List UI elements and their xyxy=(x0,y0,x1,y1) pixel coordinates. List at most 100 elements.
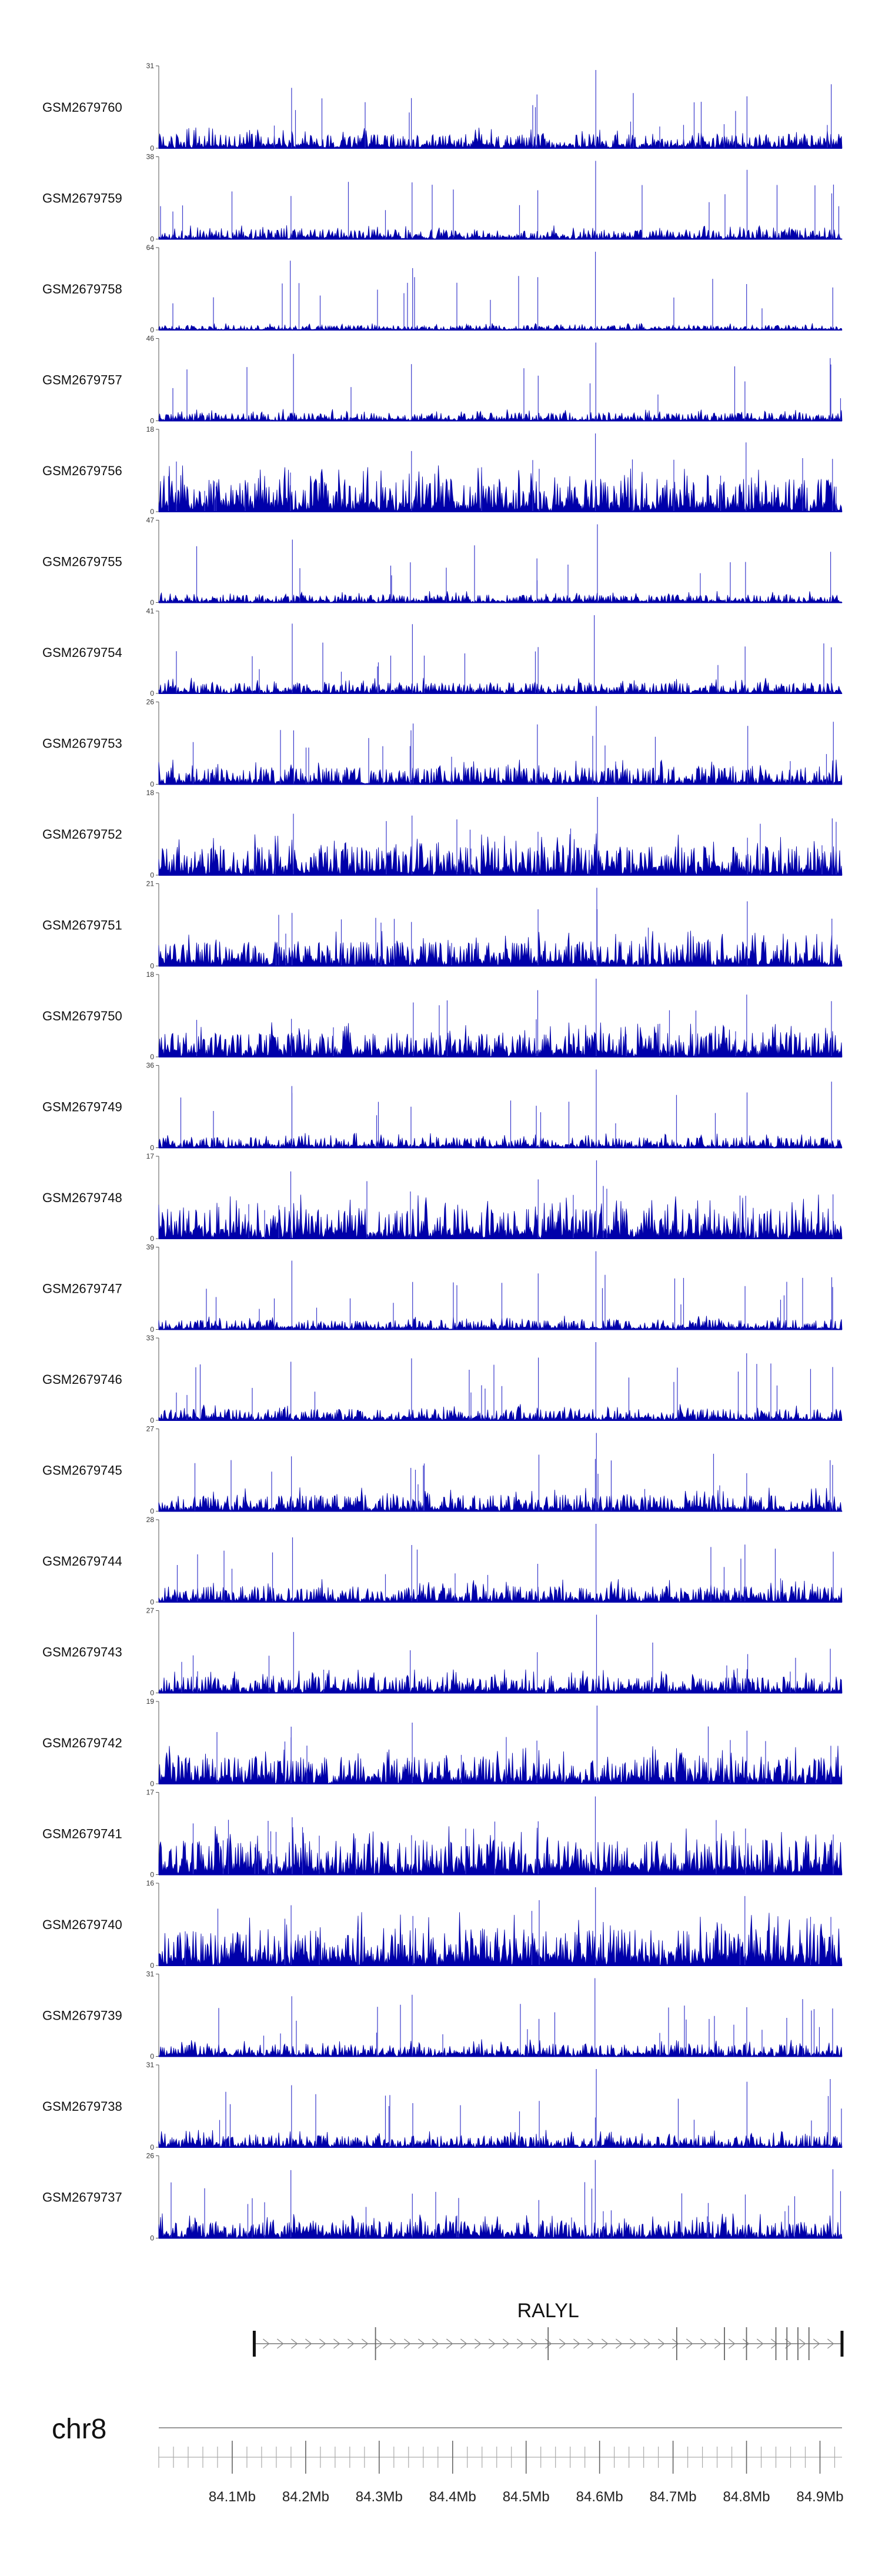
track-GSM2679750: GSM2679750 18 0 xyxy=(42,970,843,1061)
gene-label: RALYL xyxy=(517,2300,579,2322)
coverage-peaks xyxy=(185,1887,831,1966)
coverage-peaks xyxy=(160,161,840,239)
track-label: GSM2679745 xyxy=(42,1463,122,1478)
axis-tick-label: 84.4Mb xyxy=(429,2489,476,2505)
y-min-label: 0 xyxy=(150,144,154,152)
track-label: GSM2679757 xyxy=(42,373,122,388)
strand-arrows xyxy=(263,2338,834,2349)
y-min-label: 0 xyxy=(150,508,154,516)
axis-tick-label: 84.2Mb xyxy=(282,2489,329,2505)
coverage-area xyxy=(158,409,843,422)
coverage-area xyxy=(158,2130,843,2148)
y-max-label: 26 xyxy=(146,698,155,706)
coverage-area xyxy=(158,465,843,513)
coverage-peaks xyxy=(206,1251,833,1330)
coverage-area xyxy=(158,833,843,876)
y-max-label: 38 xyxy=(146,153,155,161)
coverage-peaks xyxy=(218,1978,833,2057)
y-max-label: 31 xyxy=(146,2061,155,2069)
coverage-peaks xyxy=(181,1614,831,1693)
axis-tick-label: 84.5Mb xyxy=(503,2489,550,2505)
coverage-peaks xyxy=(172,252,833,330)
track-label: GSM2679751 xyxy=(42,918,122,933)
coverage-peaks xyxy=(176,615,832,693)
y-max-label: 26 xyxy=(146,2152,155,2160)
y-min-label: 0 xyxy=(150,235,154,243)
y-min-label: 0 xyxy=(150,1234,154,1243)
y-min-label: 0 xyxy=(150,1507,154,1516)
axis-tick-label: 84.6Mb xyxy=(576,2489,623,2505)
y-max-label: 36 xyxy=(146,1062,155,1070)
coverage-peaks xyxy=(196,524,831,603)
track-label: GSM2679744 xyxy=(42,1554,122,1569)
axis-tick-label: 84.8Mb xyxy=(723,2489,770,2505)
y-max-label: 17 xyxy=(146,1152,155,1160)
track-label: GSM2679750 xyxy=(42,1009,122,1023)
coverage-peaks xyxy=(254,797,837,875)
axis-tick-label: 84.9Mb xyxy=(796,2489,843,2505)
y-max-label: 18 xyxy=(146,789,155,797)
track-GSM2679755: GSM2679755 47 0 xyxy=(42,516,843,607)
track-GSM2679752: GSM2679752 18 0 xyxy=(42,789,843,879)
y-min-label: 0 xyxy=(150,326,154,334)
track-GSM2679749: GSM2679749 36 0 xyxy=(42,1062,843,1152)
y-min-label: 0 xyxy=(150,1598,154,1606)
coverage-area xyxy=(158,225,843,240)
coverage-peaks xyxy=(176,1524,834,1602)
y-max-label: 27 xyxy=(146,1425,155,1433)
track-label: GSM2679739 xyxy=(42,2008,122,2023)
track-label: GSM2679748 xyxy=(42,1190,122,1205)
track-label: GSM2679746 xyxy=(42,1372,122,1387)
y-max-label: 47 xyxy=(146,516,155,525)
track-GSM2679751: GSM2679751 21 0 xyxy=(42,880,843,970)
track-GSM2679738: GSM2679738 31 0 xyxy=(42,2061,843,2151)
axis-tick-label: 84.7Mb xyxy=(650,2489,697,2505)
coverage-area xyxy=(158,1133,843,1149)
track-label: GSM2679741 xyxy=(42,1827,122,1841)
track-GSM2679760: GSM2679760 31 0 xyxy=(42,62,843,152)
coverage-area xyxy=(158,1912,843,1967)
track-GSM2679757: GSM2679757 46 0 xyxy=(42,335,843,425)
coverage-area xyxy=(158,1022,843,1058)
y-max-label: 64 xyxy=(146,243,155,252)
y-max-label: 28 xyxy=(146,1516,155,1524)
track-label: GSM2679740 xyxy=(42,1917,122,1932)
y-min-label: 0 xyxy=(150,1144,154,1152)
track-label: GSM2679742 xyxy=(42,1736,122,1750)
track-label: GSM2679747 xyxy=(42,1282,122,1296)
y-min-label: 0 xyxy=(150,417,154,425)
coverage-peaks xyxy=(248,1160,834,1239)
axis-tick-label: 84.1Mb xyxy=(209,2489,256,2505)
y-max-label: 17 xyxy=(146,1788,155,1797)
y-max-label: 18 xyxy=(146,970,155,979)
track-GSM2679742: GSM2679742 19 0 xyxy=(42,1697,843,1788)
track-label: GSM2679758 xyxy=(42,282,122,296)
coverage-peaks xyxy=(192,1796,834,1875)
coverage-peaks xyxy=(219,2069,842,2147)
coverage-area xyxy=(158,591,843,603)
coverage-peaks xyxy=(168,433,837,512)
track-GSM2679753: GSM2679753 26 0 xyxy=(42,698,843,789)
coverage-area xyxy=(158,678,843,695)
y-max-label: 19 xyxy=(146,1697,155,1706)
track-label: GSM2679738 xyxy=(42,2099,122,2114)
track-GSM2679754: GSM2679754 41 0 xyxy=(42,607,843,698)
track-label: GSM2679760 xyxy=(42,100,122,115)
track-label: GSM2679752 xyxy=(42,827,122,842)
y-max-label: 33 xyxy=(146,1334,155,1342)
y-max-label: 39 xyxy=(146,1243,155,1252)
track-label: GSM2679755 xyxy=(42,555,122,569)
y-min-label: 0 xyxy=(150,1871,154,1879)
track-label: GSM2679749 xyxy=(42,1100,122,1115)
coverage-area xyxy=(158,1487,843,1512)
coverage-area xyxy=(158,2039,843,2057)
y-min-label: 0 xyxy=(150,2143,154,2151)
y-min-label: 0 xyxy=(150,2234,154,2243)
track-GSM2679756: GSM2679756 18 0 xyxy=(42,425,843,516)
coverage-peaks xyxy=(192,706,834,785)
track-GSM2679743: GSM2679743 27 0 xyxy=(42,1607,843,1697)
track-GSM2679737: GSM2679737 26 0 xyxy=(42,2152,843,2243)
coverage-peaks xyxy=(180,1069,832,1148)
coverage-area xyxy=(158,323,843,331)
